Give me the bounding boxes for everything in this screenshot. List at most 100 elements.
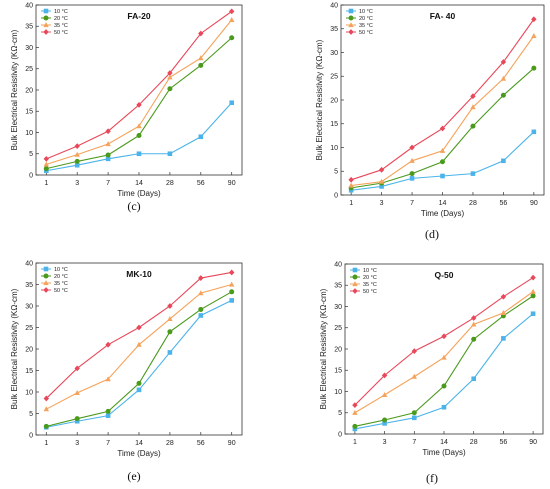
- data-point: [470, 171, 476, 176]
- x-tick-label: 7: [106, 440, 110, 447]
- x-tick-label: 3: [383, 439, 387, 446]
- legend-marker: [352, 274, 358, 280]
- y-tick-label: 35: [334, 283, 342, 290]
- x-tick-label: 1: [349, 200, 353, 207]
- y-tick-label: 5: [338, 410, 342, 417]
- data-point: [348, 176, 354, 183]
- data-point: [411, 373, 417, 379]
- data-point: [74, 389, 80, 395]
- x-axis-title: Time (Days): [117, 189, 161, 198]
- data-point: [531, 65, 537, 71]
- data-point: [229, 289, 235, 295]
- y-axis-title: Bulk Electrical Resistivity (KΩ-cm): [319, 288, 328, 409]
- data-point: [105, 141, 111, 147]
- legend-marker: [43, 29, 49, 35]
- chart-panel-bottom-right: 0 5 10 15 20 25 30 35 40 1 3 7 14 28 56 90 Time (Days) Bu…: [319, 261, 544, 485]
- data-point: [531, 16, 537, 23]
- x-tick-label: 56: [197, 440, 205, 447]
- data-point: [136, 387, 142, 393]
- legend-label: 20 °C: [363, 275, 377, 281]
- x-tick-label: 14: [439, 200, 447, 207]
- x-tick-label: 3: [380, 200, 384, 207]
- data-point: [229, 269, 235, 276]
- data-point: [136, 341, 142, 347]
- data-point: [441, 383, 447, 389]
- data-point: [167, 350, 173, 355]
- data-point: [43, 423, 49, 429]
- legend-marker: [352, 281, 358, 287]
- y-axis-title: Bulk Electrical Resistivity (KΩ-cm): [10, 29, 19, 150]
- y-tick-label: 20: [25, 346, 33, 353]
- y-tick-label: 5: [29, 151, 33, 158]
- y-tick-label: 30: [330, 50, 338, 57]
- panel-title: FA-20: [127, 11, 150, 21]
- y-tick-label: 35: [330, 26, 338, 33]
- data-point: [531, 129, 537, 135]
- data-point: [105, 341, 111, 348]
- y-tick-label: 20: [334, 346, 342, 353]
- data-point: [500, 92, 506, 98]
- data-point: [105, 413, 111, 418]
- data-point: [198, 275, 204, 281]
- x-tick-label: 28: [470, 439, 478, 446]
- data-point: [229, 35, 235, 41]
- x-tick-label: 56: [500, 439, 508, 446]
- legend-label: 10 °C: [54, 267, 68, 273]
- legend-label: 35 °C: [54, 23, 68, 29]
- series-line-50c: [350, 18, 535, 181]
- data-point: [500, 75, 507, 81]
- data-point: [43, 155, 49, 162]
- data-point: [43, 166, 49, 172]
- data-point: [439, 147, 446, 153]
- x-axis-title: Time (Days): [117, 449, 161, 458]
- legend: 10 °C20 °C35 °C50 °C: [346, 8, 373, 36]
- data-point: [136, 151, 142, 157]
- data-point: [167, 329, 173, 335]
- x-tick-label: 90: [228, 180, 236, 187]
- data-point: [167, 86, 173, 92]
- y-tick-label: 30: [334, 304, 342, 311]
- data-point: [74, 162, 80, 168]
- panel-caption: (e): [127, 469, 140, 483]
- data-point: [352, 426, 358, 432]
- x-tick-label: 14: [440, 439, 448, 446]
- y-tick-label: 10: [334, 389, 342, 396]
- y-tick-label: 10: [330, 145, 338, 152]
- legend-marker: [43, 15, 49, 21]
- series-line-35c: [46, 19, 233, 165]
- legend-label: 10 °C: [363, 268, 377, 274]
- data-point: [43, 406, 49, 412]
- data-point: [471, 376, 476, 382]
- data-point: [500, 309, 507, 315]
- x-tick-label: 3: [75, 440, 79, 447]
- data-point: [105, 128, 111, 135]
- x-tick-label: 7: [410, 200, 414, 207]
- data-point: [74, 418, 80, 424]
- x-tick-label: 14: [135, 180, 143, 187]
- y-tick-label: 25: [330, 74, 338, 81]
- data-point: [136, 101, 142, 108]
- data-point: [470, 104, 476, 110]
- legend-marker: [348, 22, 354, 28]
- x-axis-title: Time (Days): [422, 448, 466, 457]
- data-point: [43, 161, 49, 167]
- x-tick-label: 1: [353, 439, 357, 446]
- x-tick-label: 1: [44, 440, 48, 447]
- data-point: [198, 134, 204, 140]
- series-line-35c: [354, 291, 534, 414]
- data-point: [378, 178, 385, 184]
- y-tick-label: 15: [334, 368, 342, 375]
- data-point: [412, 415, 417, 421]
- data-point: [470, 93, 476, 100]
- x-tick-label: 14: [135, 440, 143, 447]
- x-tick-label: 28: [166, 180, 174, 187]
- legend: 10 °C20 °C35 °C50 °C: [41, 8, 68, 36]
- x-tick-label: 90: [529, 439, 537, 446]
- data-point: [381, 372, 388, 379]
- y-axis-title: Bulk Electrical Resistivity (KΩ-cm): [315, 39, 324, 160]
- legend-label: 20 °C: [54, 16, 68, 22]
- x-tick-label: 90: [530, 200, 538, 207]
- legend-label: 35 °C: [359, 23, 373, 29]
- y-axis-title: Bulk Electrical Resistivity (KΩ-cm): [10, 288, 19, 409]
